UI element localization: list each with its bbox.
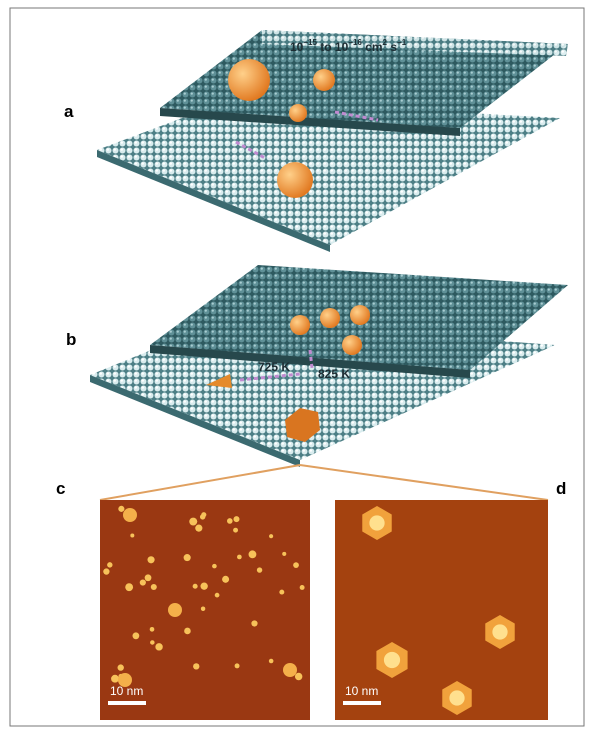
cluster [228,59,270,101]
adsorbate [269,534,273,538]
adsorbate [233,516,239,522]
adsorbate [118,664,124,670]
adsorbate [145,574,152,581]
adsorbate [222,576,229,583]
adsorbate [130,533,134,537]
adsorbate [279,590,284,595]
adsorbate [282,552,286,556]
temperature: 725 K [258,360,290,374]
adsorbate [132,632,139,639]
adsorbate [195,525,202,532]
cluster [277,162,313,198]
adsorbate [233,528,238,533]
adsorbate [293,562,299,568]
adsorbate [235,663,240,668]
adsorbate [237,555,242,560]
adsorbate [184,628,191,635]
cluster [350,305,370,325]
scale-bar [108,701,146,705]
cluster [290,315,310,335]
adsorbate [140,579,146,585]
adsorbate [227,518,233,524]
adsorbate [269,659,274,664]
adsorbate [123,508,137,522]
adsorbate [251,620,257,626]
adsorbate [283,663,297,677]
adsorbate [107,562,112,567]
scale-bar [343,701,381,705]
adsorbate [201,607,205,611]
temperature: 825 K [318,367,350,381]
adsorbate [193,584,198,589]
adsorbate [151,584,157,590]
adsorbate [449,690,464,705]
cluster [313,69,335,91]
adsorbate [193,663,199,669]
figure: 10−15 to 10−16 cm2 s−1 a 725 K 825 K b 1… [0,0,594,734]
adsorbate [125,583,133,591]
panel-d: 10 nm [335,500,548,720]
scale-bar-label: 10 nm [345,684,378,698]
adsorbate [150,627,155,632]
adsorbate [215,593,220,598]
panel-label: b [66,330,76,349]
adsorbate [384,652,400,668]
cluster [289,104,307,122]
adsorbate [103,568,109,574]
adsorbate [249,550,257,558]
adsorbate [300,585,305,590]
adsorbate [147,556,154,563]
adsorbate [150,640,155,645]
adsorbate [369,515,384,530]
cluster [342,335,362,355]
adsorbate [189,518,197,526]
cluster [320,308,340,328]
panel-label: a [64,102,74,121]
panel-label: c [56,479,65,498]
adsorbate [155,643,162,650]
adsorbate [200,514,205,519]
adsorbate [118,506,124,512]
adsorbate [200,583,207,590]
scale-bar-label: 10 nm [110,684,143,698]
adsorbate [184,554,191,561]
adsorbate [295,673,302,680]
panel-c: 10 nm [100,500,310,720]
adsorbate [492,624,507,639]
adsorbate [168,603,182,617]
adsorbate [111,675,119,683]
panel-label: d [556,479,566,498]
adsorbate [257,567,262,572]
adsorbate [212,564,217,569]
